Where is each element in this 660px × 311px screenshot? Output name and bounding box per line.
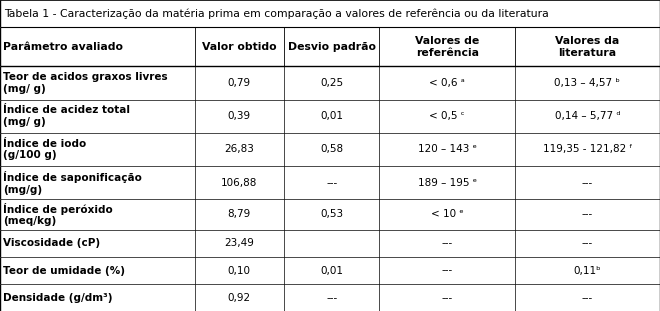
Text: Viscosidade (cP): Viscosidade (cP): [3, 238, 100, 248]
Text: ---: ---: [442, 238, 453, 248]
Text: Teor de acidos graxos livres
(mg/ g): Teor de acidos graxos livres (mg/ g): [3, 72, 168, 94]
Text: ---: ---: [581, 293, 593, 303]
Text: 0,01: 0,01: [320, 266, 343, 276]
Text: 0,25: 0,25: [320, 78, 343, 88]
Text: 0,79: 0,79: [228, 78, 251, 88]
Text: Densidade (g/dm³): Densidade (g/dm³): [3, 293, 113, 303]
Text: 26,83: 26,83: [224, 144, 254, 155]
Text: ---: ---: [442, 293, 453, 303]
Text: ---: ---: [326, 293, 337, 303]
Text: Índice de iodo
(g/100 g): Índice de iodo (g/100 g): [3, 139, 86, 160]
Text: ---: ---: [581, 178, 593, 188]
Text: ---: ---: [581, 238, 593, 248]
Text: 0,10: 0,10: [228, 266, 251, 276]
Text: Teor de umidade (%): Teor de umidade (%): [3, 266, 125, 276]
Text: 0,58: 0,58: [320, 144, 343, 155]
Text: 0,53: 0,53: [320, 209, 343, 220]
Text: 23,49: 23,49: [224, 238, 254, 248]
Text: 0,01: 0,01: [320, 111, 343, 121]
Text: < 0,5 ᶜ: < 0,5 ᶜ: [430, 111, 465, 121]
Text: 119,35 - 121,82 ᶠ: 119,35 - 121,82 ᶠ: [543, 144, 632, 155]
Text: 106,88: 106,88: [221, 178, 257, 188]
Text: 0,13 – 4,57 ᵇ: 0,13 – 4,57 ᵇ: [554, 78, 620, 88]
Text: 0,39: 0,39: [228, 111, 251, 121]
Text: Desvio padrão: Desvio padrão: [288, 42, 376, 52]
Text: 8,79: 8,79: [228, 209, 251, 220]
Text: Valores da
literatura: Valores da literatura: [555, 36, 620, 58]
Text: Valor obtido: Valor obtido: [202, 42, 277, 52]
Text: 189 – 195 ᵉ: 189 – 195 ᵉ: [418, 178, 477, 188]
Text: Tabela 1 - Caracterização da matéria prima em comparação a valores de referência: Tabela 1 - Caracterização da matéria pri…: [4, 8, 548, 19]
Text: ---: ---: [442, 266, 453, 276]
Text: < 0,6 ᵃ: < 0,6 ᵃ: [429, 78, 465, 88]
Text: Índice de peróxido
(meq/kg): Índice de peróxido (meq/kg): [3, 203, 113, 226]
Text: ---: ---: [581, 209, 593, 220]
Text: 0,92: 0,92: [228, 293, 251, 303]
Text: Valores de
referência: Valores de referência: [415, 36, 479, 58]
Text: Índice de acidez total
(mg/ g): Índice de acidez total (mg/ g): [3, 105, 130, 127]
Text: < 10 ᵉ: < 10 ᵉ: [431, 209, 463, 220]
Text: Parâmetro avaliado: Parâmetro avaliado: [3, 42, 123, 52]
Text: 0,11ᵇ: 0,11ᵇ: [574, 266, 601, 276]
Text: ---: ---: [326, 178, 337, 188]
Text: Índice de saponificação
(mg/g): Índice de saponificação (mg/g): [3, 171, 142, 194]
Text: 120 – 143 ᵉ: 120 – 143 ᵉ: [418, 144, 477, 155]
Text: 0,14 – 5,77 ᵈ: 0,14 – 5,77 ᵈ: [554, 111, 620, 121]
